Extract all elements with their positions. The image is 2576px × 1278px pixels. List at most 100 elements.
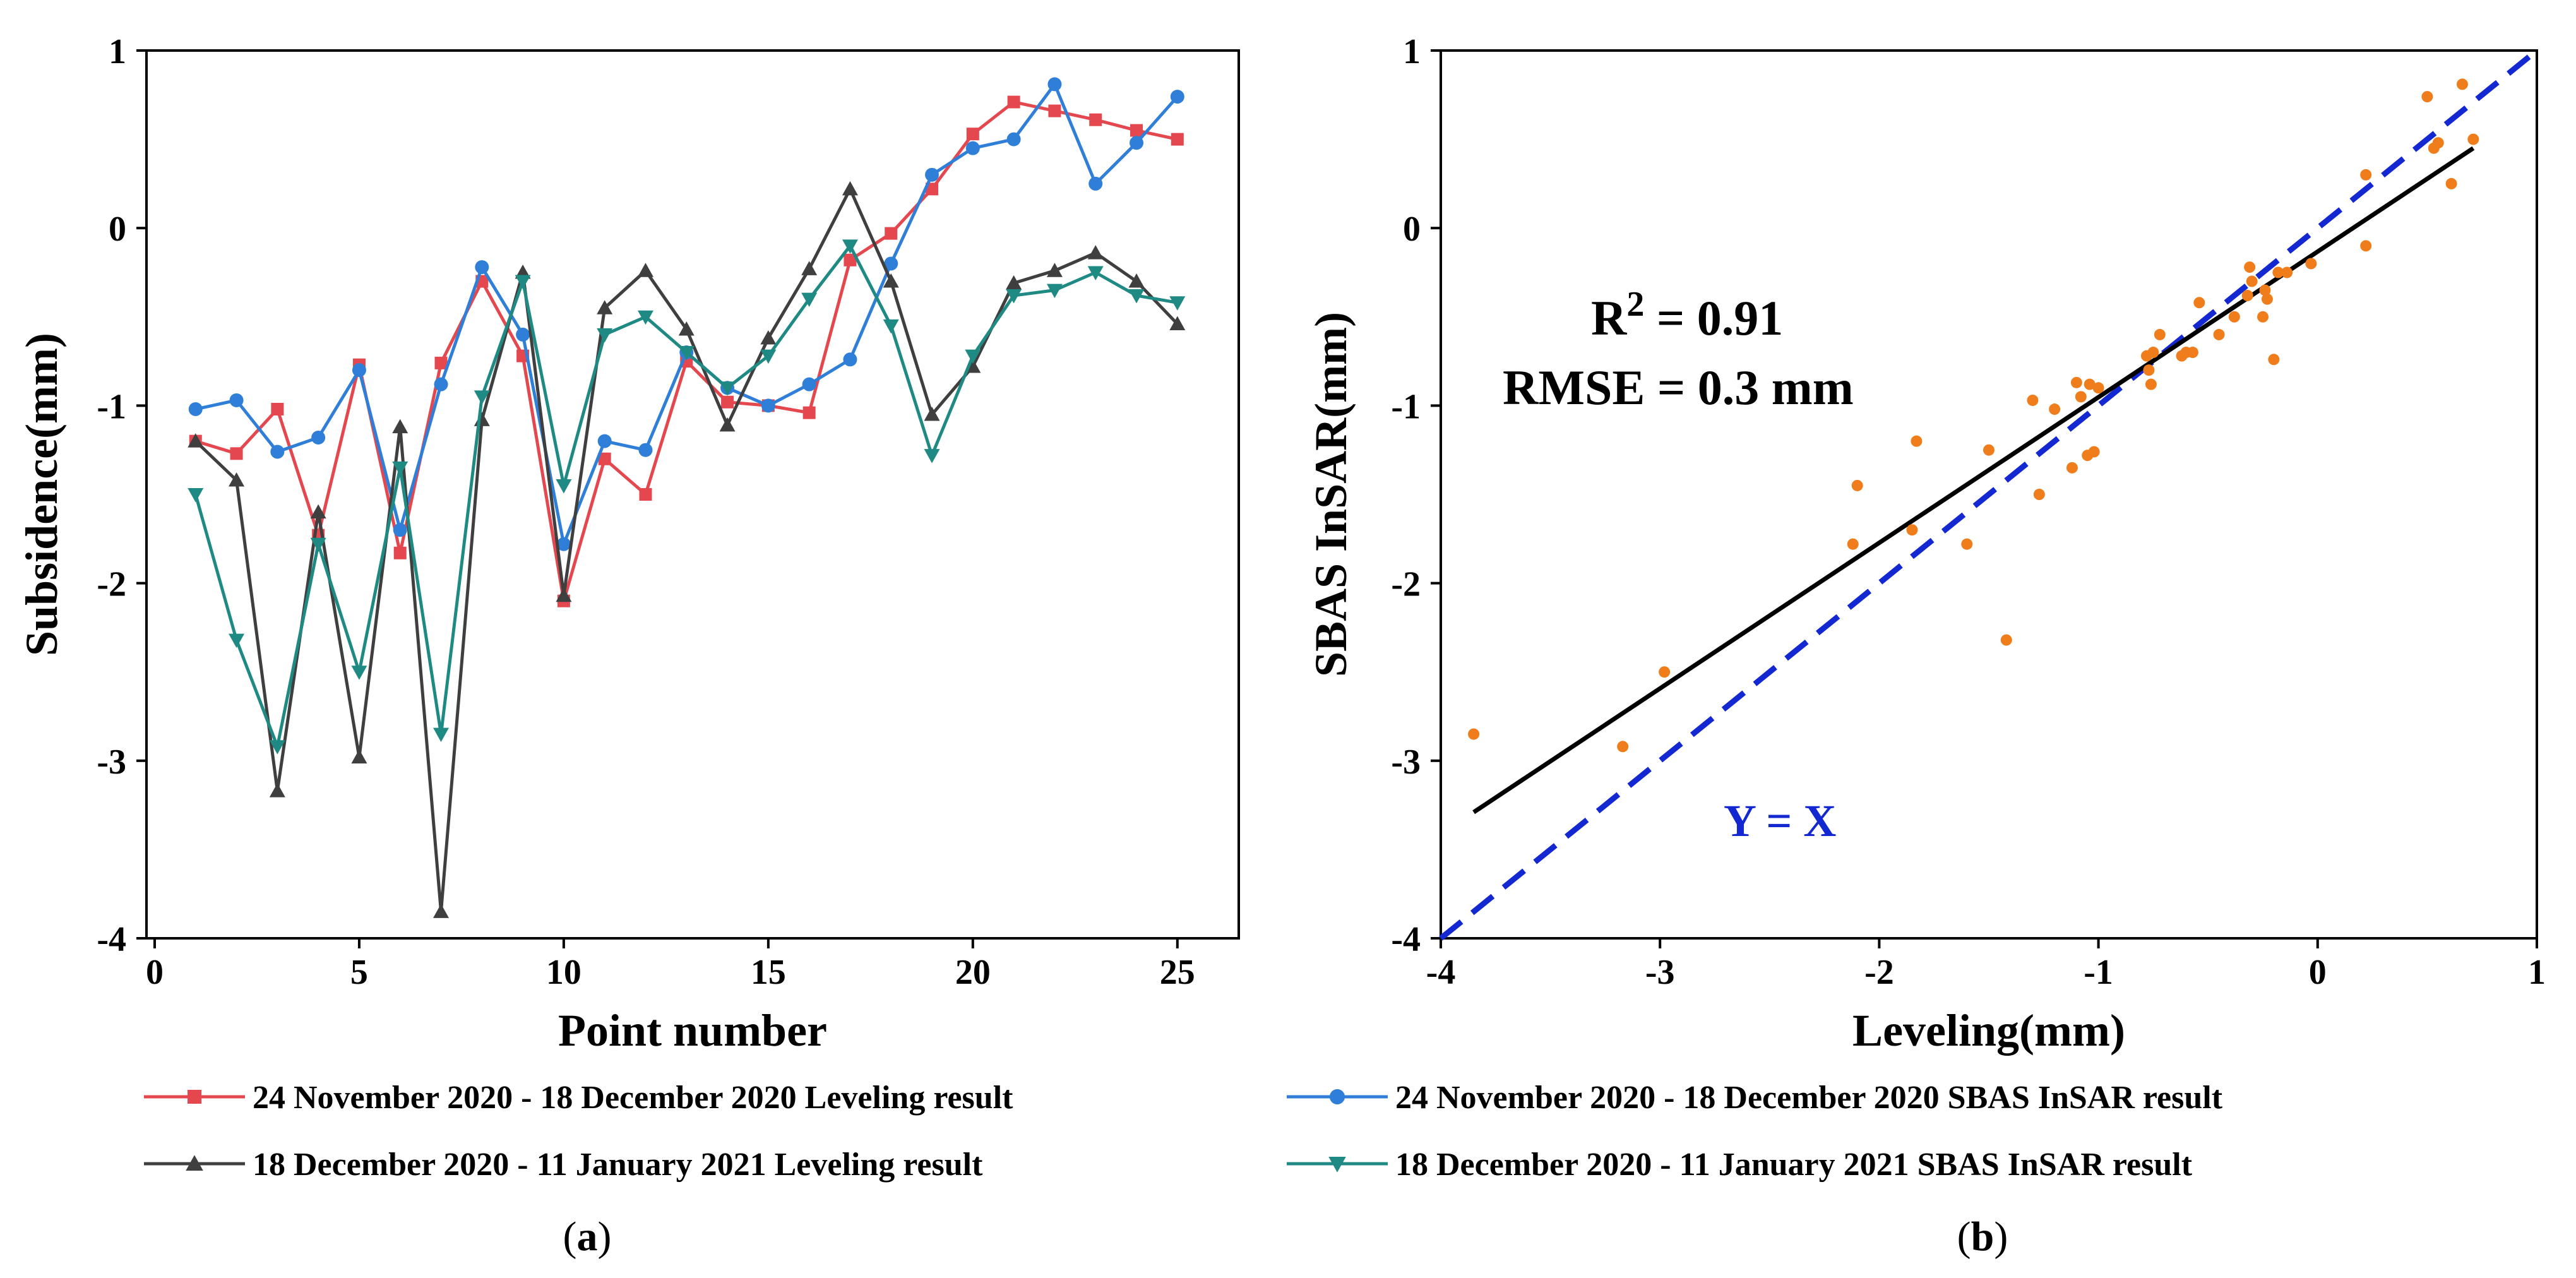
series-4-point — [637, 310, 653, 325]
panel-b-plot-frame — [1440, 49, 2538, 940]
scatter-point — [1983, 444, 1995, 456]
panel-letter-a: a — [577, 1214, 598, 1260]
panel-a-x-tick-label: 15 — [751, 953, 786, 992]
scatter-point — [2033, 489, 2045, 500]
series-1-point — [1007, 95, 1020, 109]
fit-line — [1472, 146, 2475, 815]
series-2-point — [1088, 176, 1103, 191]
scatter-point — [2432, 137, 2444, 149]
series-2-point — [475, 260, 489, 275]
scatter-point — [2145, 378, 2157, 390]
scatter-point — [1851, 479, 1863, 491]
series-3-point — [392, 419, 408, 434]
series-4-point — [1128, 289, 1145, 304]
legend-label-4: 18 December 2020 - 11 January 2021 SBAS … — [1395, 1147, 2193, 1183]
series-2-point — [352, 363, 366, 378]
identity-line-label: Y = X — [1724, 796, 1836, 846]
series-3-point — [597, 300, 613, 314]
panel-b-x-tick-label: 0 — [2309, 953, 2327, 992]
r-squared-value: = 0.91 — [1644, 290, 1783, 345]
series-2-point — [884, 256, 898, 271]
series-3-point — [351, 749, 367, 764]
series-4-point — [515, 275, 531, 290]
scatter-point — [1906, 524, 1918, 536]
legend-marker-1 — [188, 1090, 201, 1104]
scatter-point — [1617, 741, 1629, 753]
scatter-point — [2000, 634, 2012, 646]
legend: 24 November 2020 - 18 December 2020 Leve… — [144, 1080, 2223, 1183]
scatter-point — [2281, 266, 2293, 278]
panel-a-y-tick-label: -4 — [97, 920, 126, 959]
series-3-point — [1006, 275, 1022, 290]
series-3-point — [760, 330, 777, 345]
series-2-point — [270, 445, 285, 459]
series-3-point — [269, 783, 285, 797]
panel-b-x-tick-label: -2 — [1864, 953, 1894, 992]
panel-a-y-tick-label: -1 — [97, 387, 126, 426]
panel-a-y-axis-title: Subsidence(mm) — [16, 333, 67, 656]
series-3-point — [801, 261, 818, 275]
scatter-point — [2244, 261, 2256, 273]
panel-a-x-tick-label: 25 — [1160, 953, 1195, 992]
series-3-point — [1128, 273, 1145, 288]
series-4-point — [1169, 296, 1186, 311]
series-2-point — [802, 377, 816, 391]
r-squared-prefix: R — [1591, 290, 1628, 345]
legend-marker-3 — [186, 1155, 203, 1171]
panel-b-x-tick-label: -1 — [2084, 953, 2113, 992]
scatter-point — [2360, 169, 2372, 181]
series-4-point — [188, 488, 204, 503]
panel-b-y-tick-label: -1 — [1391, 387, 1421, 426]
scatter-point — [2143, 364, 2155, 376]
series-2-point — [1170, 90, 1184, 104]
r-squared-annotation: R2 = 0.91 — [1591, 285, 1783, 345]
scatter-point — [1911, 435, 1923, 447]
series-2-point — [965, 141, 980, 155]
panel-a-y-tick-label: 0 — [109, 210, 126, 249]
series-4-point — [965, 349, 981, 364]
scatter-point — [2272, 266, 2284, 278]
series-2-point — [556, 537, 571, 551]
scatter-point — [2445, 177, 2457, 189]
panel-label-b: (b) — [1957, 1214, 2008, 1260]
scatter-point — [2305, 258, 2317, 270]
scatter-point — [2186, 347, 2198, 359]
series-4-point — [924, 449, 940, 463]
series-3-point — [310, 504, 326, 519]
r-squared-exponent: 2 — [1626, 285, 1644, 324]
series-2-point — [1047, 77, 1062, 92]
panel-a-x-tick-label: 20 — [955, 953, 991, 992]
series-4-point — [801, 292, 818, 308]
series-1-point — [926, 182, 939, 196]
panel-a-y-tick-label: 1 — [109, 32, 126, 71]
series-1-point — [885, 227, 898, 240]
series-4-point — [760, 349, 777, 364]
series-3-point — [1169, 316, 1186, 331]
panel-a-x-tick-label: 10 — [546, 953, 581, 992]
series-4-point — [556, 479, 572, 494]
scatter-point — [2360, 240, 2372, 252]
legend-marker-2 — [1329, 1089, 1345, 1105]
series-3-point — [433, 904, 450, 918]
panel-a-y-tick-label: -2 — [97, 565, 126, 604]
series-3-point — [678, 321, 695, 336]
panel-label-a: (a) — [563, 1214, 612, 1260]
series-2-point — [597, 434, 612, 448]
series-3-point — [883, 273, 899, 288]
series-1-point — [844, 253, 857, 266]
rmse-annotation: RMSE = 0.3 mm — [1503, 360, 1854, 415]
series-1-point — [598, 452, 611, 465]
series-4-point — [433, 727, 450, 743]
scatter-point — [2261, 293, 2273, 305]
panel-a-y-tick-label: -3 — [97, 743, 126, 782]
series-3-point — [637, 263, 653, 277]
panel-letter-b: b — [1971, 1214, 1995, 1260]
series-1-point — [1171, 133, 1184, 146]
scatter-point — [2088, 446, 2100, 458]
series-1-point — [966, 128, 979, 141]
identity-line — [1439, 48, 2539, 941]
scatter-point — [2066, 462, 2078, 474]
series-3-point — [556, 587, 572, 602]
series-1-point — [1089, 113, 1102, 126]
